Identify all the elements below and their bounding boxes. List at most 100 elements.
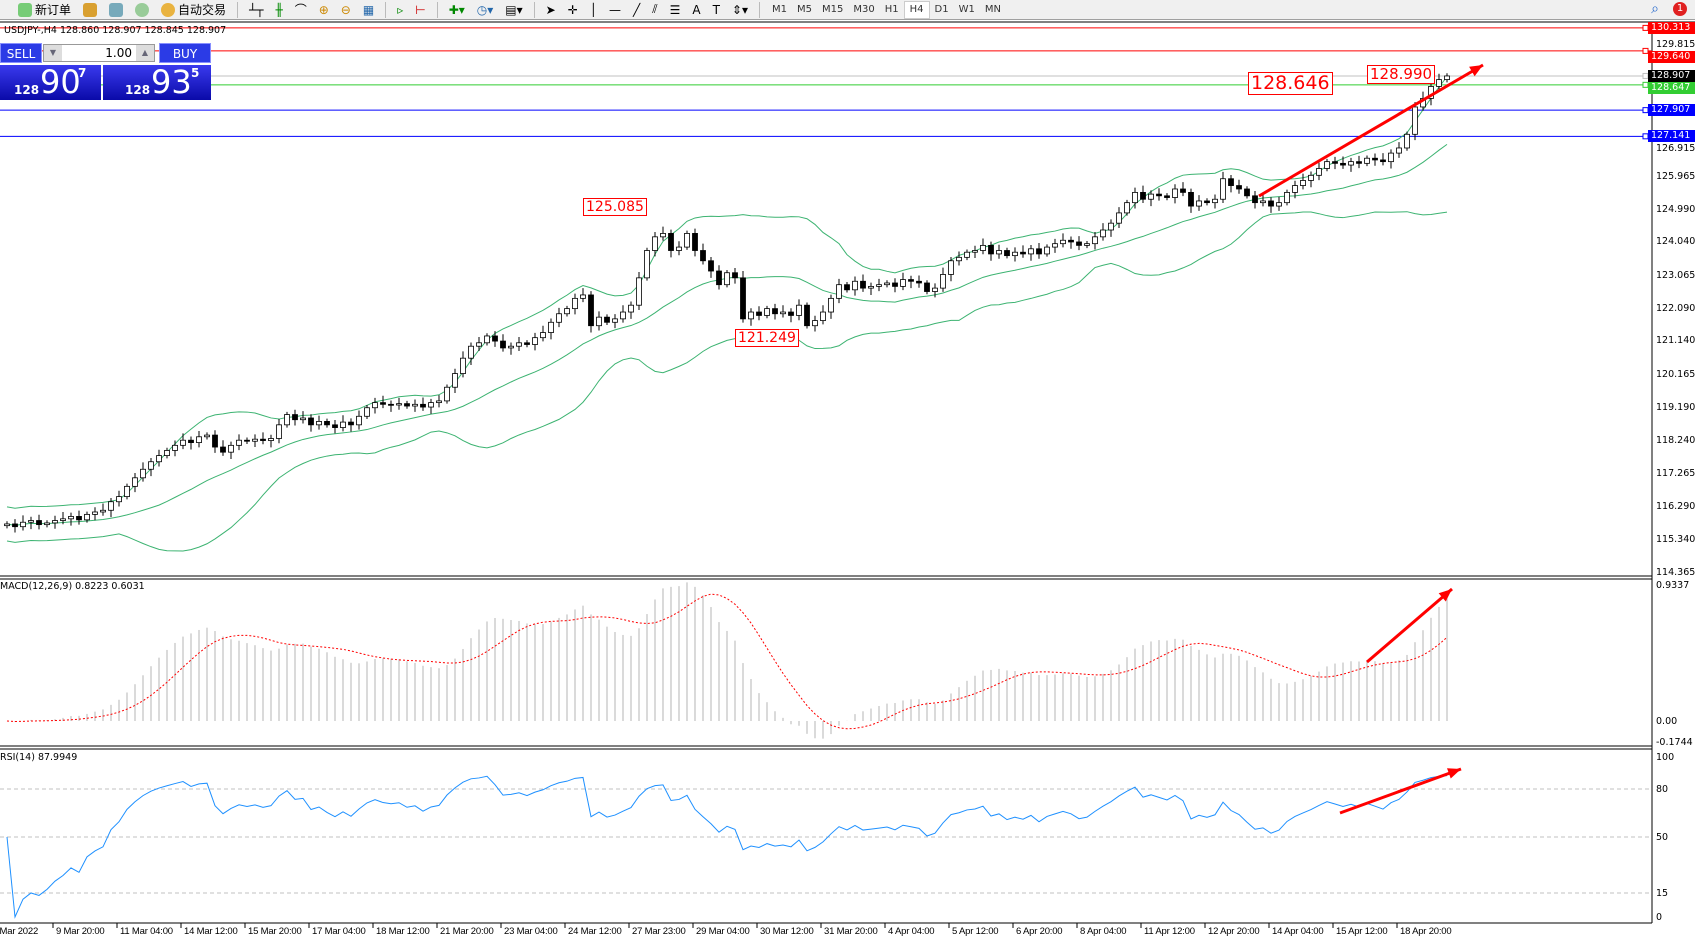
candle [1404, 131, 1410, 151]
bullish-candle-body [684, 233, 690, 248]
indicators-button[interactable]: ✚▾ [448, 2, 465, 17]
bar-chart-button[interactable]: ┴┬ [249, 2, 264, 17]
bullish-candle-body [724, 272, 730, 286]
arrow-shaft [1366, 587, 1453, 664]
annotation-low-121[interactable]: 121.249 [735, 329, 799, 347]
candle [1284, 189, 1290, 206]
timeframe-w1[interactable]: W1 [958, 4, 975, 15]
candle [660, 226, 666, 241]
bullish-candle-body [396, 403, 402, 406]
autoscroll-button[interactable]: ▹ [397, 2, 404, 17]
signal-button[interactable] [131, 1, 153, 19]
auto-trading-button[interactable]: 自动交易 [157, 1, 230, 19]
candle [1108, 219, 1114, 237]
tile-windows-button[interactable]: ▦ [362, 2, 375, 17]
fibonacci-tool[interactable]: ☰ [669, 2, 681, 17]
history-button[interactable] [79, 1, 101, 19]
bullish-candle-body [1052, 243, 1058, 248]
bearish-candle-body [604, 316, 610, 323]
arrow-shaft [1258, 63, 1484, 198]
text-tool[interactable]: A [692, 2, 701, 17]
price-axis-label: 116.290 [1656, 501, 1695, 513]
annotation-level-128646[interactable]: 128.646 [1248, 72, 1333, 95]
bid-price[interactable]: 128 90 7 [0, 63, 101, 101]
new-order-icon [18, 2, 32, 17]
annotation-high-128990[interactable]: 128.990 [1367, 65, 1436, 84]
candle [708, 257, 714, 278]
bullish-candle-body [1212, 198, 1218, 204]
date-axis-label: 15 Apr 12:00 [1336, 926, 1388, 937]
bearish-candle-body [1332, 161, 1338, 164]
arrows-tool[interactable]: ⇕▾ [731, 2, 748, 17]
bullish-candle-body [780, 311, 786, 315]
bullish-candle-body [1348, 161, 1354, 166]
zoom-in-button[interactable]: ⊕ [318, 2, 329, 17]
candle [612, 314, 618, 329]
candle [148, 457, 154, 477]
line-chart-button[interactable]: ⌒ [294, 3, 307, 17]
sell-button[interactable]: SELL [0, 43, 42, 63]
timeframe-h4[interactable]: H4 [903, 0, 930, 19]
lot-size-input[interactable]: ▼ 1.00 ▲ [43, 44, 155, 62]
date-axis [52, 923, 1398, 928]
cursor-tool[interactable]: ➤ [545, 2, 556, 17]
equidistant-channel-tool[interactable]: ⫽ [652, 2, 658, 16]
lot-increase-button[interactable]: ▲ [136, 45, 154, 61]
new-order-button[interactable]: 新订单 [14, 1, 75, 19]
candle [356, 410, 362, 430]
vertical-line-tool[interactable]: │ [589, 2, 597, 17]
candle [996, 244, 1002, 259]
new-order-label: 新订单 [35, 3, 72, 17]
zoom-out-button[interactable]: ⊖ [340, 2, 351, 17]
bullish-candle-body [1012, 251, 1018, 257]
timeframe-h1[interactable]: H1 [884, 4, 899, 15]
bearish-candle-body [892, 282, 898, 287]
timeframe-mn[interactable]: MN [984, 4, 1001, 15]
text-label-tool[interactable]: T [712, 2, 720, 17]
candle [1068, 236, 1074, 249]
timeframe-m5[interactable]: M5 [797, 4, 812, 15]
bearish-candle-body [1164, 195, 1170, 198]
ask-price[interactable]: 128 93 5 [103, 63, 211, 101]
timeframe-m30[interactable]: M30 [853, 4, 875, 15]
lot-decrease-button[interactable]: ▼ [44, 45, 62, 61]
candle [1116, 207, 1122, 228]
timeframe-m1[interactable]: M1 [772, 4, 787, 15]
rsi-title: RSI(14) 87.9949 [0, 752, 78, 763]
candle-chart-button[interactable]: ╫ [275, 2, 283, 17]
bullish-candle-body [276, 424, 282, 439]
bid-fraction: 7 [78, 66, 87, 80]
bullish-candle-body [1308, 174, 1314, 181]
bullish-candle-body [452, 373, 458, 388]
candle [1012, 247, 1018, 262]
bullish-candle-body [1284, 192, 1290, 204]
candle [868, 282, 874, 295]
bearish-candle-body [220, 446, 226, 453]
annotation-high-125[interactable]: 125.085 [583, 198, 647, 216]
bullish-candle-body [660, 233, 666, 238]
candle [1204, 198, 1210, 206]
horizontal-line-tool[interactable]: — [609, 2, 621, 17]
print-button[interactable] [105, 1, 127, 19]
chart-shift-button[interactable]: ⊢ [415, 2, 426, 17]
candle [516, 336, 522, 352]
buy-button[interactable]: BUY [159, 43, 211, 63]
bearish-candle-body [924, 282, 930, 292]
bullish-candle-body [532, 337, 538, 345]
trendline-tool[interactable]: ╱ [633, 2, 641, 17]
crosshair-tool[interactable]: ✛ [567, 2, 578, 17]
notification-badge[interactable]: 1 [1673, 2, 1687, 16]
timeframe-d1[interactable]: D1 [934, 4, 949, 15]
candle [804, 302, 810, 329]
bullish-candle-body [556, 313, 562, 323]
candle [484, 333, 490, 346]
bullish-candle-body [444, 386, 450, 402]
timeframe-m15[interactable]: M15 [822, 4, 844, 15]
periods-button[interactable]: ◷▾ [476, 2, 494, 17]
bullish-candle-body [228, 444, 234, 453]
templates-button[interactable]: ▤▾ [505, 2, 523, 17]
candle [596, 311, 602, 331]
search-icon[interactable]: ⌕ [1651, 1, 1659, 17]
candle [916, 275, 922, 288]
